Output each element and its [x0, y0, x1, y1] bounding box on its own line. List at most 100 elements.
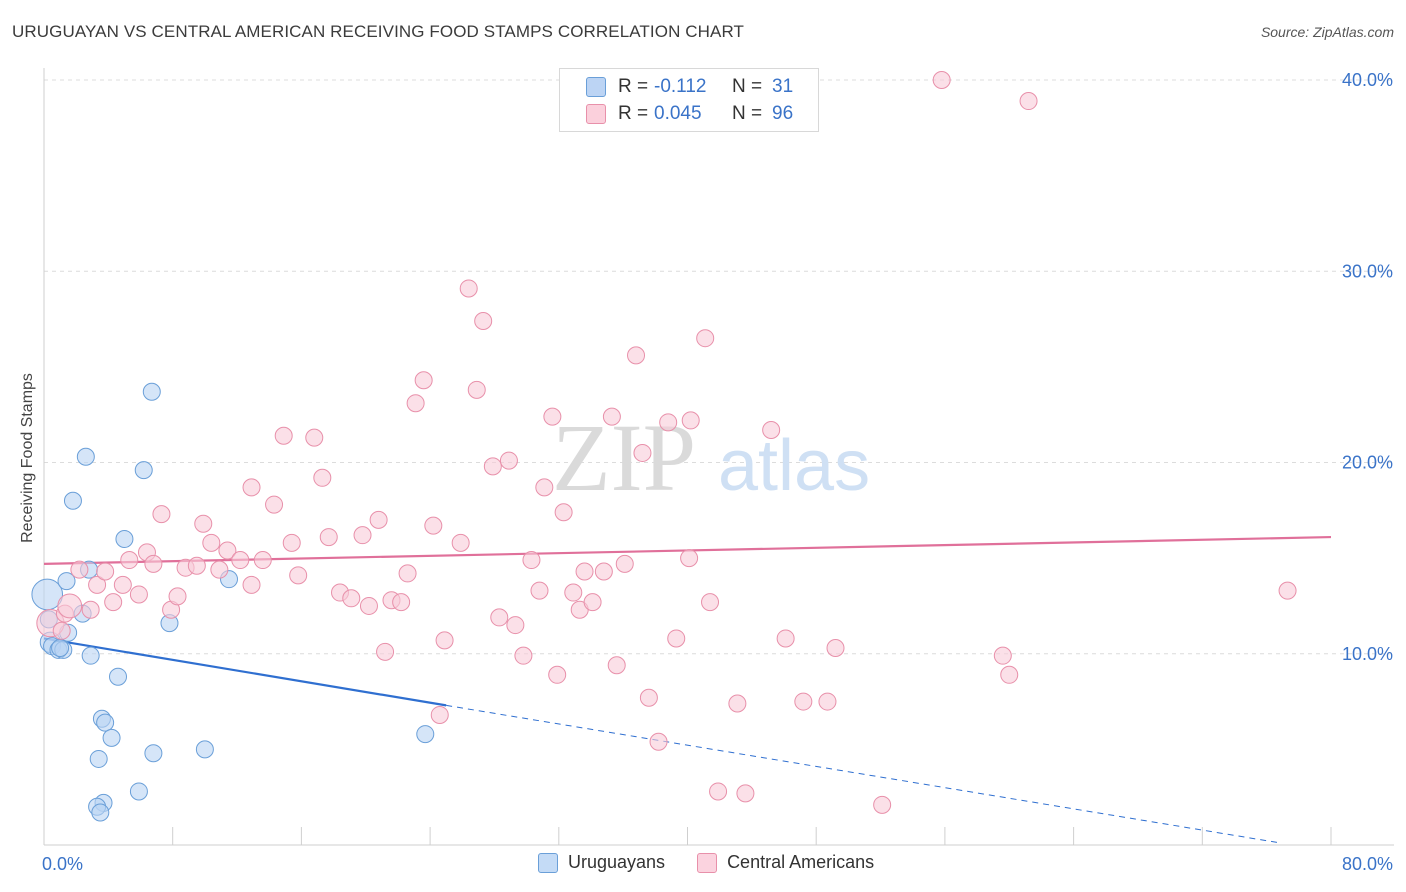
- stats-legend-row-uruguayans: R = -0.112 N = 31: [586, 75, 793, 99]
- central-american-point: [144, 554, 163, 573]
- central-american-point: [575, 562, 594, 581]
- uruguayan-trend-extension: [446, 704, 1282, 844]
- axes: [43, 68, 1394, 846]
- central-american-point: [583, 593, 602, 612]
- central-american-point: [168, 587, 187, 606]
- central-american-point: [81, 600, 100, 619]
- central-american-point: [398, 564, 417, 583]
- central-american-point: [353, 526, 372, 545]
- uruguayans-legend-label: Uruguayans: [568, 852, 666, 872]
- central-american-point: [728, 694, 747, 713]
- source-attribution: Source: ZipAtlas.com: [1260, 24, 1394, 40]
- central-american-point: [414, 371, 433, 390]
- uruguayan-point: [195, 740, 214, 759]
- central-americans-legend-swatch: [697, 852, 718, 873]
- n-label: N =: [732, 76, 763, 97]
- y-tick-label: 10.0%: [1342, 644, 1393, 664]
- central-american-point: [514, 646, 533, 665]
- stats-legend: R = -0.112 N = 31 R = 0.045 N = 96: [559, 68, 819, 132]
- uruguayan-point: [51, 639, 70, 658]
- r-label: R =: [618, 76, 649, 97]
- central-american-point: [129, 585, 148, 604]
- central-american-point: [289, 566, 308, 585]
- central-american-point: [210, 560, 229, 579]
- central-american-point: [993, 646, 1012, 665]
- tick-labels: 10.0% 20.0% 30.0% 40.0% 0.0% 80.0%: [42, 70, 1393, 874]
- data-points: [31, 71, 1297, 822]
- central-american-point: [696, 329, 715, 348]
- central-american-point: [554, 503, 573, 522]
- central-american-point: [359, 596, 378, 615]
- watermark-atlas: atlas: [718, 426, 870, 506]
- central-americans-swatch: [586, 104, 606, 124]
- central-american-point: [424, 516, 443, 535]
- central-american-point: [467, 380, 486, 399]
- central-american-point: [104, 593, 123, 612]
- uruguayan-point: [142, 382, 161, 401]
- uruguayan-point: [109, 667, 128, 686]
- central-american-point: [392, 593, 411, 612]
- central-american-point: [313, 468, 332, 487]
- central-american-point: [88, 575, 107, 594]
- uruguayan-point: [76, 447, 95, 466]
- uruguayan-point: [89, 749, 108, 768]
- central-american-point: [659, 413, 678, 432]
- uruguayan-point: [115, 530, 134, 548]
- uruguayans-swatch: [586, 77, 606, 97]
- legend-item-central-americans: Central Americans: [697, 852, 874, 873]
- central-american-point: [265, 495, 284, 514]
- central-american-point: [202, 533, 221, 552]
- central-american-point: [120, 551, 139, 570]
- central-american-point: [435, 631, 454, 650]
- series-legend: Uruguayans Central Americans: [538, 852, 906, 873]
- central-american-point: [187, 556, 206, 575]
- central-american-point: [474, 311, 493, 330]
- central-american-point: [459, 279, 478, 298]
- central-american-point: [152, 505, 171, 524]
- central-american-point: [218, 541, 237, 560]
- central-american-point: [667, 629, 686, 648]
- central-american-point: [253, 551, 272, 570]
- r-value: 0.045: [654, 103, 702, 124]
- uruguayan-point: [63, 491, 82, 510]
- uruguayan-point: [416, 725, 435, 744]
- central-american-point: [282, 533, 301, 552]
- central-american-point: [406, 394, 425, 413]
- central-american-point: [564, 583, 583, 602]
- central-american-point: [342, 589, 361, 608]
- grid-lines: [44, 79, 1394, 655]
- central-american-point: [376, 642, 395, 661]
- central-american-point: [826, 639, 845, 658]
- central-american-point: [680, 549, 699, 568]
- central-american-point: [96, 562, 115, 581]
- x-tick-label: 0.0%: [42, 854, 83, 874]
- central-american-point: [242, 478, 261, 497]
- central-american-point: [633, 443, 652, 462]
- central-american-point: [681, 411, 700, 430]
- y-tick-label: 40.0%: [1342, 70, 1393, 90]
- central-american-point: [305, 428, 324, 447]
- central-american-point: [932, 71, 951, 89]
- n-value: 31: [772, 76, 794, 97]
- central-american-point: [483, 457, 502, 476]
- central-american-point: [873, 795, 892, 814]
- uruguayans-legend-swatch: [538, 852, 558, 873]
- central-american-point: [736, 784, 755, 803]
- uruguayan-trend-line: [43, 637, 447, 707]
- uruguayan-point: [96, 713, 115, 732]
- legend-item-uruguayans: Uruguayans: [538, 852, 665, 873]
- central-american-point: [762, 420, 781, 439]
- r-value: -0.112: [654, 76, 707, 97]
- central-american-point: [506, 616, 525, 635]
- y-tick-label: 20.0%: [1342, 453, 1393, 473]
- central-american-point: [1000, 665, 1019, 684]
- central-american-point: [548, 665, 567, 684]
- central-american-point: [615, 554, 634, 573]
- central-american-point: [430, 705, 449, 724]
- central-american-point: [242, 575, 261, 594]
- n-value: 96: [772, 103, 794, 124]
- uruguayan-point: [57, 572, 76, 591]
- x-tick-label: 80.0%: [1342, 854, 1393, 874]
- central-american-point: [627, 346, 646, 365]
- central-american-point: [451, 533, 470, 552]
